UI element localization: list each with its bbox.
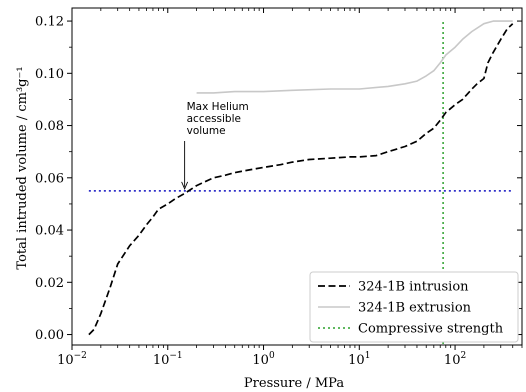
y-tick-label: 0.10	[35, 67, 64, 82]
x-tick-base: 10	[348, 353, 365, 368]
x-tick-base: 10	[153, 353, 170, 368]
x-tick-label: 10−2	[57, 351, 87, 368]
annotation-arrow-head	[181, 181, 189, 191]
legend-box	[309, 271, 519, 343]
annotation-text: Max Helium	[187, 101, 249, 113]
legend: 324-1B intrusion 324-1B extrusion Compress…	[309, 271, 519, 343]
legend-label: Compressive strength	[358, 322, 504, 337]
x-tick-exponent: 1	[365, 351, 371, 361]
x-tick-label: 10−1	[153, 351, 183, 368]
x-tick-label: 101	[348, 351, 370, 368]
annotation-text: accessible	[187, 113, 241, 125]
y-tick-label: 0.00	[35, 328, 64, 343]
y-tick-label: 0.08	[35, 119, 64, 134]
x-tick-base: 10	[57, 353, 74, 368]
y-tick-label: 0.12	[35, 15, 64, 30]
x-tick-exponent: −1	[169, 351, 182, 361]
plot-frame	[71, 7, 523, 346]
series-layer	[88, 20, 514, 336]
y-tick-label: 0.04	[35, 224, 64, 239]
x-tick-exponent: 2	[460, 351, 466, 361]
annotation-text: volume	[187, 125, 226, 137]
x-tick-label: 100	[252, 351, 275, 368]
x-axis-label: Pressure / MPa	[244, 376, 344, 391]
x-tick-exponent: 0	[269, 351, 275, 361]
axes: 10−2 10−1 100 101 1020.000.020.040.060.080.1…	[35, 7, 523, 368]
legend-label: 324-1B extrusion	[358, 301, 472, 316]
x-tick-base: 10	[444, 353, 461, 368]
x-tick-exponent: −2	[74, 351, 87, 361]
reference-lines	[88, 22, 513, 345]
legend-label: 324-1B intrusion	[358, 280, 469, 295]
x-tick-base: 10	[252, 353, 269, 368]
y-axis-label: Total intruded volume / cm³g⁻¹	[15, 66, 30, 269]
y-tick-label: 0.06	[35, 171, 64, 186]
extrusion-series-line	[196, 20, 513, 94]
x-tick-label: 102	[444, 351, 466, 368]
y-tick-label: 0.02	[35, 276, 64, 291]
intrusion-series-line	[88, 23, 514, 336]
